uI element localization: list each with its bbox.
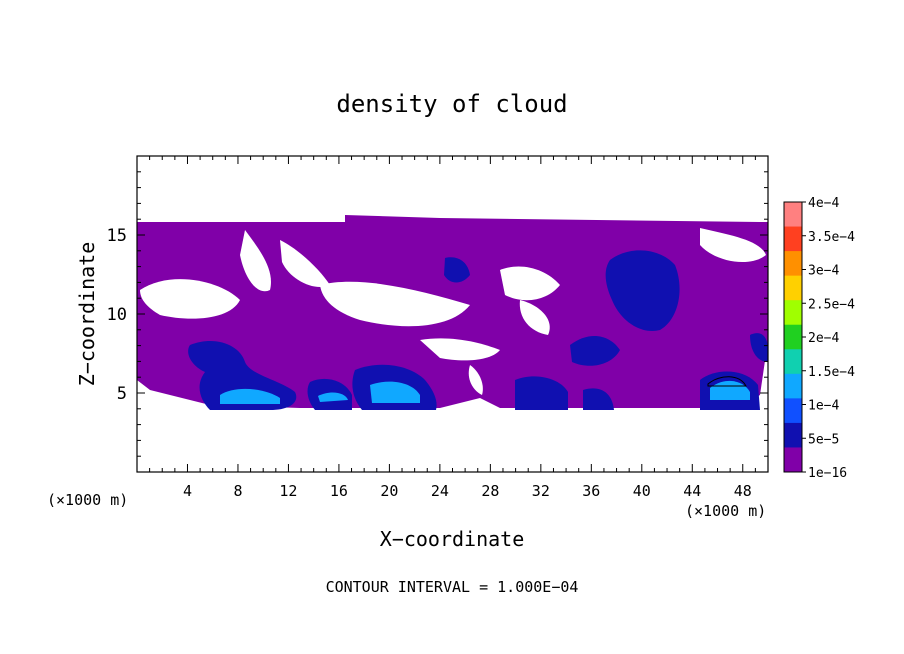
colorbar-label: 3.5e−4 xyxy=(808,230,855,245)
colorbar-swatch xyxy=(784,373,802,399)
y-tick-label: 10 xyxy=(107,305,127,325)
plot-area xyxy=(137,215,768,410)
colorbar-swatch xyxy=(784,447,802,473)
colorbar-swatch xyxy=(784,422,802,448)
y-axis-label: Z−coordinate xyxy=(75,242,99,387)
colorbar-label: 3e−4 xyxy=(808,264,839,279)
x-tick-label: 40 xyxy=(633,482,651,500)
colorbar-label: 2.5e−4 xyxy=(808,297,855,312)
cloud-free-gaps xyxy=(140,228,766,395)
colorbar-swatch xyxy=(784,202,802,228)
x-unit-label-right: (×1000 m) xyxy=(685,502,766,520)
colorbar-swatch xyxy=(784,251,802,277)
x-tick-label: 44 xyxy=(683,482,701,500)
x-unit-label-left: (×1000 m) xyxy=(47,491,128,509)
x-axis-label: X−coordinate xyxy=(380,527,525,551)
x-tick-label: 36 xyxy=(582,482,600,500)
colorbar-label: 1e−16 xyxy=(808,466,847,481)
colorbar-swatch xyxy=(784,275,802,301)
y-axis: 5 10 15 xyxy=(107,171,768,457)
colorbar-label: 5e−5 xyxy=(808,432,839,447)
y-tick-label: 15 xyxy=(107,226,127,246)
colorbar-label: 1e−4 xyxy=(808,399,839,414)
colorbar-label: 4e−4 xyxy=(808,196,839,211)
x-tick-label: 8 xyxy=(233,482,242,500)
x-tick-label: 16 xyxy=(330,482,348,500)
colorbar-swatch xyxy=(784,349,802,375)
chart-title: density of cloud xyxy=(336,90,567,118)
x-tick-label: 12 xyxy=(279,482,297,500)
x-tick-label: 28 xyxy=(481,482,499,500)
colorbar-swatch xyxy=(784,398,802,424)
colorbar-label: 2e−4 xyxy=(808,331,839,346)
cloud-layer-high-density xyxy=(220,380,750,404)
x-axis: 4 8 12 16 20 24 28 32 36 40 44 48 xyxy=(149,156,756,500)
colorbar-swatch xyxy=(784,300,802,326)
x-tick-label: 32 xyxy=(532,482,550,500)
y-tick-label: 5 xyxy=(117,384,127,404)
x-tick-label: 48 xyxy=(734,482,752,500)
x-tick-label: 4 xyxy=(183,482,192,500)
x-tick-label: 24 xyxy=(431,482,449,500)
colorbar: 4e−4 3.5e−4 3e−4 2.5e−4 2e−4 1.5e−4 1e−4 5e−5 1e… xyxy=(783,196,855,481)
colorbar-label: 1.5e−4 xyxy=(808,365,855,380)
contour-interval-note: CONTOUR INTERVAL = 1.000E−04 xyxy=(326,578,579,596)
x-tick-label: 20 xyxy=(380,482,398,500)
colorbar-swatch xyxy=(784,226,802,252)
colorbar-swatch xyxy=(784,324,802,350)
contour-line xyxy=(707,376,747,387)
